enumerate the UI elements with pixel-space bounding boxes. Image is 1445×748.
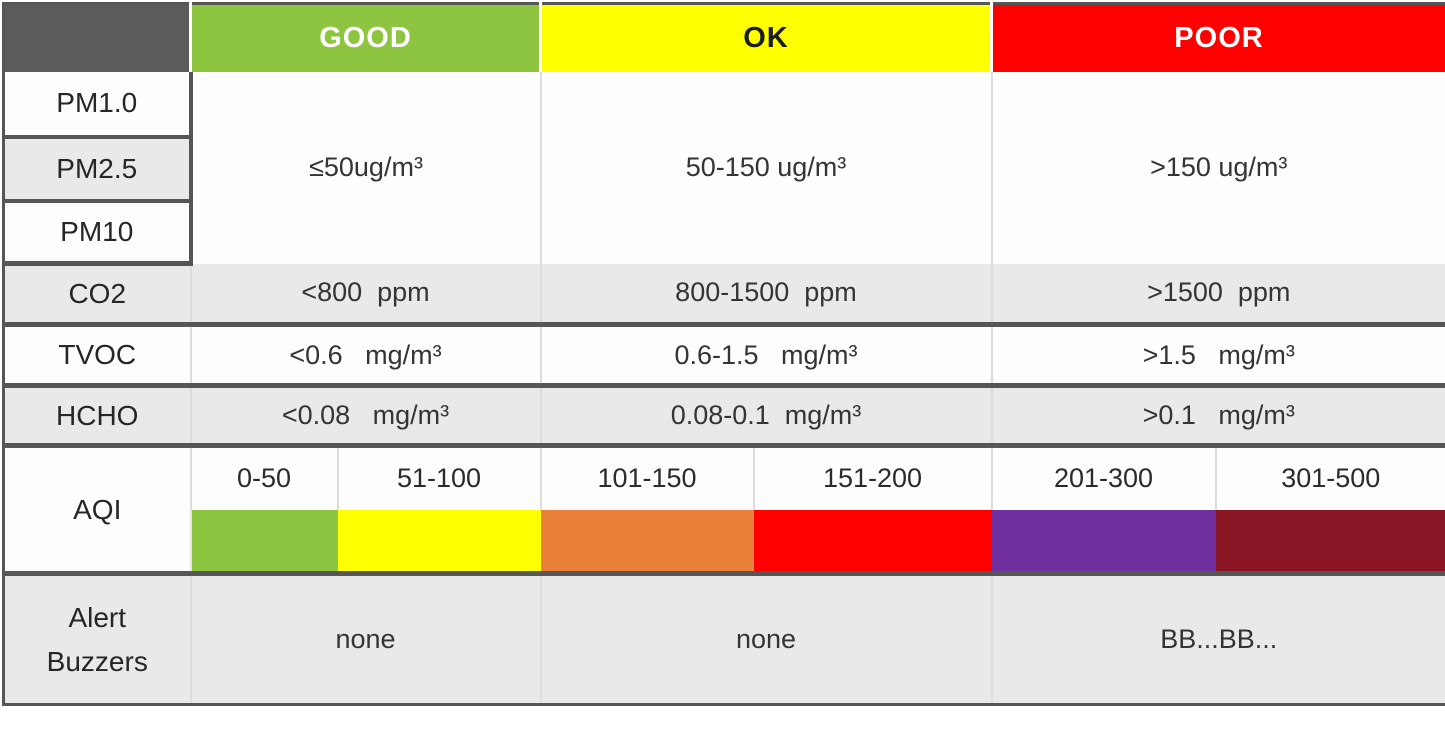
co2-poor-value: >1500 ppm	[990, 263, 1445, 327]
aqi-color-purple	[991, 509, 1216, 576]
air-quality-threshold-table: GOOD OK POOR PM1.0 ≤50ug/m³ 50-150 ug/m³…	[2, 2, 1445, 706]
hcho-good-value: <0.08 mg/m³	[189, 385, 541, 448]
row-hcho: HCHO <0.08 mg/m³ 0.08-0.1 mg/m³ >0.1 mg/…	[3, 385, 1445, 448]
row-label-pm10: PM10	[3, 200, 193, 266]
row-co2: CO2 <800 ppm 800-1500 ppm >1500 ppm	[3, 263, 1445, 327]
row-label-co2: CO2	[3, 263, 191, 327]
row-label-tvoc: TVOC	[3, 324, 191, 388]
pm-ok-value: 50-150 ug/m³	[539, 71, 992, 264]
aqi-color-red	[753, 509, 992, 576]
corner-cell	[3, 3, 191, 72]
row-aqi-colors	[4, 509, 1445, 576]
co2-good-value: <800 ppm	[189, 263, 541, 327]
row-pm2-5: PM2.5	[3, 136, 1445, 203]
column-header-poor: POOR	[990, 3, 1445, 72]
row-alert-buzzers: Alert Buzzers none none BB...BB...	[3, 573, 1445, 705]
row-label-hcho: HCHO	[3, 385, 191, 448]
pm-poor-value: >150 ug/m³	[990, 71, 1445, 264]
row-tvoc: TVOC <0.6 mg/m³ 0.6-1.5 mg/m³ >1.5 mg/m³	[3, 324, 1445, 388]
row-label-aqi: AQI	[3, 445, 191, 576]
tvoc-poor-value: >1.5 mg/m³	[990, 324, 1445, 388]
aqi-color-maroon	[1215, 509, 1445, 576]
aqi-range-101-150: 101-150	[539, 445, 754, 510]
row-label-alert-buzzers: Alert Buzzers	[3, 573, 191, 705]
hcho-poor-value: >0.1 mg/m³	[990, 385, 1445, 448]
row-label-pm1-0: PM1.0	[3, 71, 193, 139]
aqi-range-51-100: 51-100	[336, 445, 541, 510]
column-header-good: GOOD	[189, 3, 541, 72]
aqi-color-green	[189, 509, 338, 576]
header-row: GOOD OK POOR	[3, 3, 1445, 72]
row-pm10: PM10	[3, 200, 1445, 266]
hcho-ok-value: 0.08-0.1 mg/m³	[539, 385, 992, 448]
tvoc-good-value: <0.6 mg/m³	[189, 324, 541, 388]
aqi-color-yellow	[337, 509, 541, 576]
aqi-range-151-200: 151-200	[752, 445, 992, 510]
aqi-color-orange	[540, 509, 754, 576]
row-label-pm2-5: PM2.5	[3, 136, 193, 203]
aqi-range-0-50: 0-50	[189, 445, 338, 510]
pm-good-value: ≤50ug/m³	[190, 71, 541, 264]
aqi-range-201-300: 201-300	[990, 445, 1216, 510]
column-header-ok: OK	[539, 3, 992, 72]
alert-good-value: none	[189, 573, 541, 705]
aqi-range-301-500: 301-500	[1214, 445, 1445, 510]
row-aqi-ranges: AQI 0-50 51-100 101-150 151-200 201-300 …	[3, 445, 1445, 576]
tvoc-ok-value: 0.6-1.5 mg/m³	[539, 324, 992, 388]
co2-ok-value: 800-1500 ppm	[539, 263, 992, 327]
row-pm1-0: PM1.0 ≤50ug/m³ 50-150 ug/m³ >150 ug/m³	[3, 71, 1445, 264]
alert-poor-value: BB...BB...	[990, 573, 1445, 705]
alert-ok-value: none	[539, 573, 992, 705]
